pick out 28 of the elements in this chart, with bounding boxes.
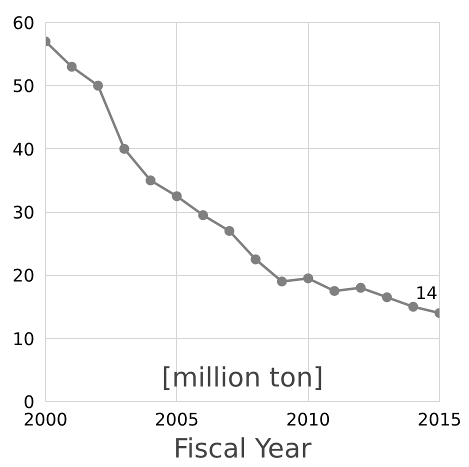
x-axis-title: Fiscal Year: [174, 434, 312, 464]
y-tick-label: 20: [12, 266, 35, 287]
y-tick-label: 10: [12, 330, 35, 350]
point: [382, 292, 392, 302]
y-tick-label: 60: [12, 14, 35, 34]
y-tick-label: 50: [12, 77, 35, 98]
y-tick-label: 30: [12, 204, 35, 224]
data-label: 14: [415, 284, 438, 304]
x-tick-label: 2005: [154, 410, 199, 430]
point: [303, 273, 314, 284]
point: [146, 175, 156, 186]
x-tick-label: 2010: [286, 410, 330, 430]
x-tick-label: 2015: [417, 410, 462, 430]
y-tick-label: 0: [23, 393, 35, 413]
point: [93, 80, 104, 91]
y-tick-label: 40: [12, 140, 35, 160]
point: [356, 282, 366, 293]
x-tick-label: 2000: [23, 410, 68, 430]
point: [198, 210, 208, 220]
point: [66, 62, 77, 72]
point: [224, 226, 234, 236]
point: [250, 254, 261, 264]
point: [329, 286, 340, 296]
annotation: [million ton]: [162, 362, 324, 394]
point: [119, 144, 130, 154]
point: [172, 191, 182, 202]
point: [408, 302, 418, 312]
point: [276, 276, 287, 286]
